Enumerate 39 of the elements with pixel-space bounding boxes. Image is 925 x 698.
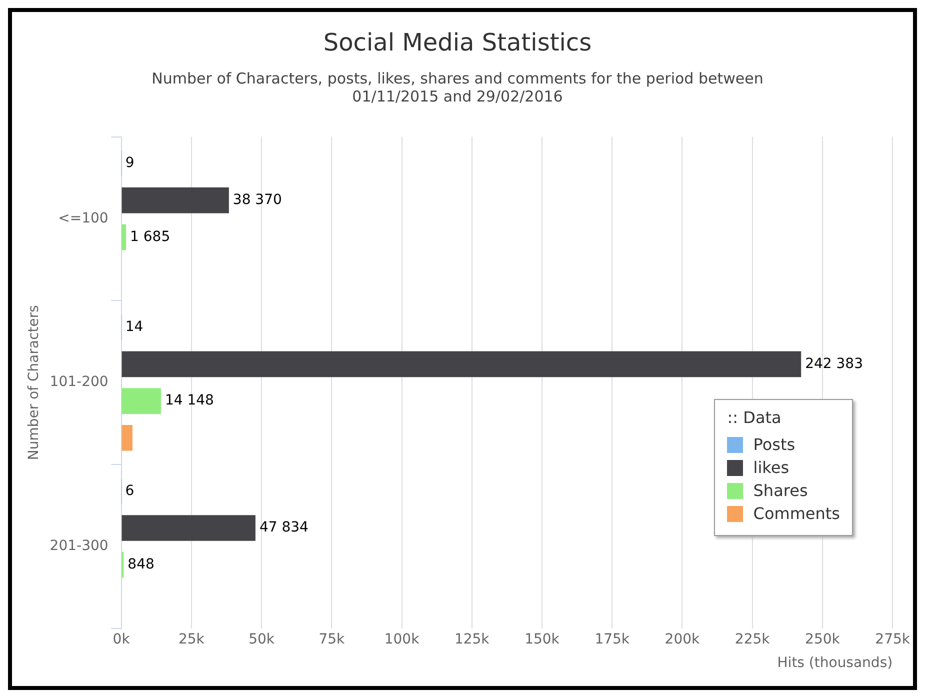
data-label: 14 148: [164, 392, 214, 409]
data-label: 14: [125, 318, 144, 335]
legend-label: Shares: [753, 481, 808, 500]
x-tick-label: 75k: [318, 631, 346, 648]
x-tick-label: 25k: [178, 631, 206, 648]
chart-subtitle: Number of Characters, posts, likes, shares and comments for the period between 01/11/2015 and 29/02/2016: [152, 70, 764, 106]
legend-label: Posts: [753, 435, 796, 454]
bar: [122, 187, 229, 214]
x-tick-label: 125k: [454, 631, 490, 648]
x-tick-label: 250k: [805, 631, 841, 648]
bar: [122, 351, 802, 378]
y-tick-label: 201-300: [50, 538, 108, 554]
x-tick-label: 50k: [248, 631, 276, 648]
y-tick-label: 101-200: [50, 374, 108, 390]
x-axis-title: Hits (thousands): [777, 655, 893, 672]
legend-label: likes: [753, 458, 790, 477]
y-tick-label: <=100: [58, 210, 108, 226]
x-tick-label: 225k: [734, 631, 771, 648]
data-label: 242 383: [805, 356, 864, 372]
data-label: 848: [128, 556, 154, 573]
x-tick-label: 175k: [594, 631, 630, 648]
bar: [122, 388, 161, 414]
legend-label: Comments: [753, 504, 840, 523]
bar: [122, 515, 256, 541]
x-tick-label: 275k: [875, 631, 911, 648]
x-tick-label: 0k: [112, 631, 131, 648]
chart-title: Social Media Statistics: [323, 28, 592, 57]
bar: [122, 425, 133, 451]
data-label: 9: [125, 155, 134, 172]
data-label: 6: [125, 482, 134, 499]
x-tick-label: 100k: [384, 631, 420, 648]
legend-title: :: Data: [727, 408, 782, 427]
data-label: 38 370: [232, 192, 282, 208]
data-label: 47 834: [259, 520, 309, 536]
bar: [122, 224, 126, 250]
y-axis-title: Number of Characters: [26, 305, 42, 460]
x-tick-label: 150k: [524, 631, 560, 648]
data-label: 1 685: [130, 228, 170, 245]
x-tick-label: 200k: [664, 631, 701, 648]
